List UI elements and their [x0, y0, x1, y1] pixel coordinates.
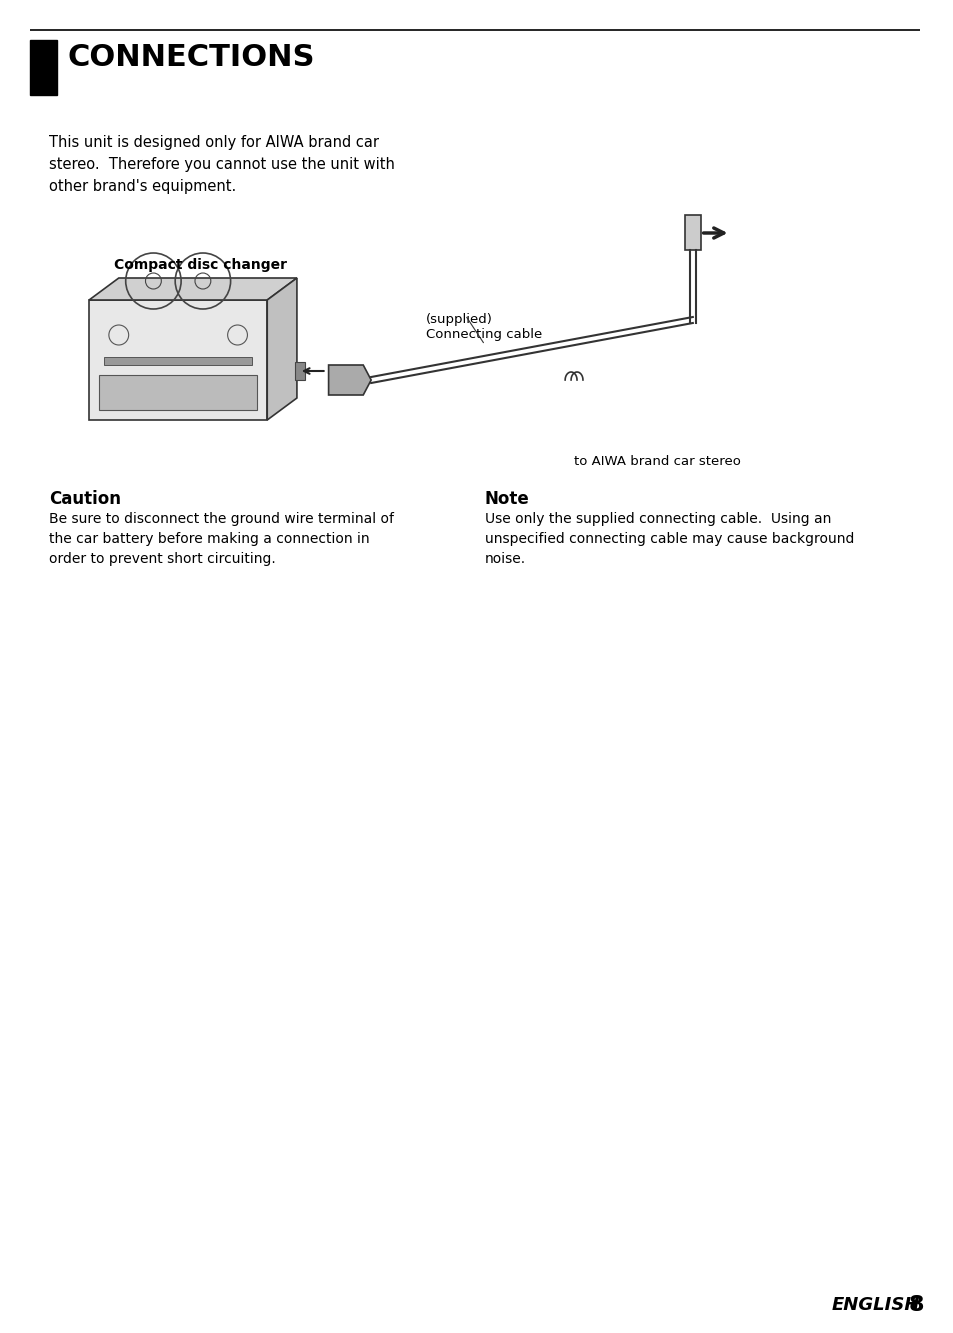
Polygon shape: [328, 365, 371, 395]
Text: This unit is designed only for AIWA brand car
stereo.  Therefore you cannot use : This unit is designed only for AIWA bran…: [50, 135, 395, 195]
Text: Caution: Caution: [50, 491, 121, 508]
Bar: [684, 215, 700, 251]
Text: Be sure to disconnect the ground wire terminal of
the car battery before making : Be sure to disconnect the ground wire te…: [50, 512, 395, 567]
Text: Connecting cable: Connecting cable: [425, 328, 541, 341]
Bar: [294, 363, 305, 380]
Text: 8: 8: [907, 1294, 923, 1314]
Text: Compact disc changer: Compact disc changer: [113, 259, 287, 272]
Polygon shape: [89, 279, 296, 300]
Text: Use only the supplied connecting cable.  Using an
unspecified connecting cable m: Use only the supplied connecting cable. …: [484, 512, 854, 567]
Text: ENGLISH: ENGLISH: [830, 1296, 919, 1314]
Text: CONNECTIONS: CONNECTIONS: [68, 43, 314, 72]
Text: to AIWA brand car stereo: to AIWA brand car stereo: [574, 455, 740, 468]
Polygon shape: [89, 300, 267, 420]
Text: (supplied): (supplied): [425, 313, 492, 327]
Text: Note: Note: [484, 491, 529, 508]
Bar: [104, 357, 253, 365]
Bar: [99, 375, 257, 411]
Polygon shape: [267, 279, 296, 420]
Bar: [30, 40, 57, 95]
